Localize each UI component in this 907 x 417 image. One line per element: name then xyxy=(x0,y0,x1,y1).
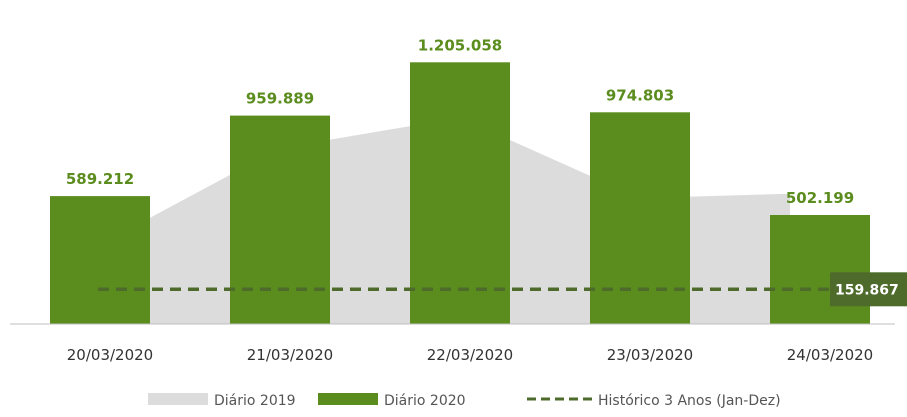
legend: Diário 2019 Diário 2020 Histórico 3 Anos (… xyxy=(148,393,781,409)
data-label-22/03/2020: 1.205.058 xyxy=(418,36,502,54)
legend-label-2019: Diário 2019 xyxy=(214,393,296,409)
data-label-24/03/2020: 502.199 xyxy=(786,189,854,207)
legend-swatch-2020 xyxy=(318,393,378,405)
bar-22/03/2020 xyxy=(410,62,510,325)
tick-label-22/03/2020: 22/03/2020 xyxy=(427,346,513,364)
bar-20/03/2020 xyxy=(50,196,150,324)
legend-label-historico: Histórico 3 Anos (Jan-Dez) xyxy=(598,393,781,409)
historico-badge xyxy=(830,272,907,307)
hist-layer: 159.867 xyxy=(98,272,907,307)
tick-label-21/03/2020: 21/03/2020 xyxy=(247,346,333,364)
tick-label-23/03/2020: 23/03/2020 xyxy=(607,346,693,364)
data-label-23/03/2020: 974.803 xyxy=(606,86,674,104)
bar-24/03/2020 xyxy=(770,215,870,324)
bar-23/03/2020 xyxy=(590,112,690,324)
data-label-21/03/2020: 959.889 xyxy=(246,90,314,108)
tick-label-24/03/2020: 24/03/2020 xyxy=(787,346,873,364)
label-layer: 589.212 959.889 1.205.058 974.803 502.199 xyxy=(66,36,854,207)
tick-label-20/03/2020: 20/03/2020 xyxy=(67,346,153,364)
legend-swatch-2019 xyxy=(148,393,208,405)
cat-layer: 20/03/2020 21/03/2020 22/03/2020 23/03/2020… xyxy=(67,346,873,364)
data-label-20/03/2020: 589.212 xyxy=(66,170,134,188)
legend-label-2020: Diário 2020 xyxy=(384,393,466,409)
bar-21/03/2020 xyxy=(230,115,330,324)
historico-value: 159.867 xyxy=(835,282,899,298)
